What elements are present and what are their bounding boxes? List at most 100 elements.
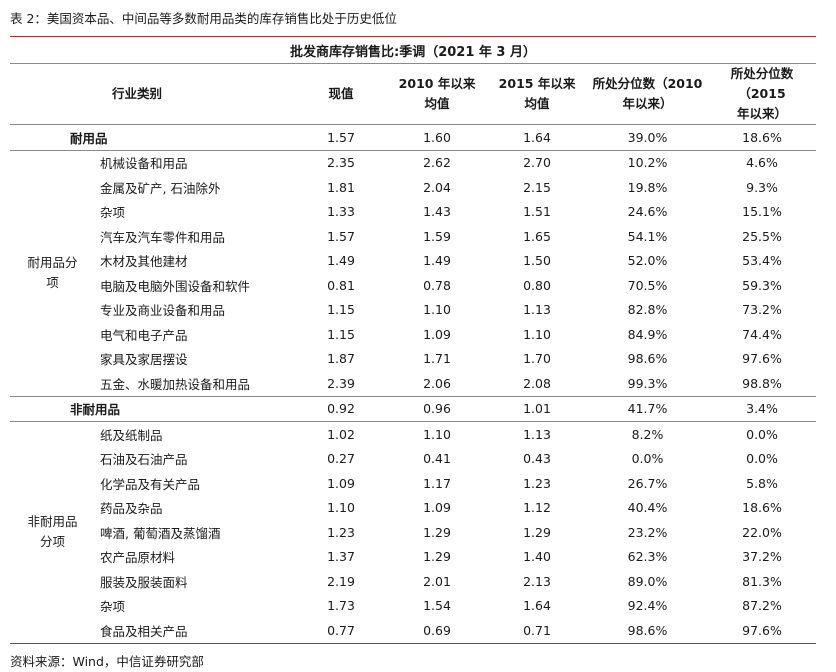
- row-name: 木材及其他建材: [100, 254, 188, 270]
- row-value: 1.54: [423, 598, 451, 614]
- section-value: 18.6%: [708, 124, 817, 150]
- row-value: 0.27: [327, 451, 355, 467]
- row-name: 纸及纸制品: [95, 421, 295, 447]
- table-row: 专业及商业设备和用品 1.15 1.10 1.13 82.8% 73.2%: [10, 298, 816, 323]
- row-value: 89.0%: [627, 573, 668, 589]
- row-value: 0.0%: [631, 451, 664, 467]
- row-value: 1.49: [423, 253, 451, 269]
- row-value: 1.10: [327, 500, 355, 516]
- row-value: 1.23: [327, 524, 355, 540]
- row-value: 1.10: [423, 302, 451, 318]
- table-body: 耐用品 1.57 1.60 1.64 39.0% 18.6% 耐用品分项机械设备和用品 2.3…: [10, 124, 817, 644]
- row-value: 8.2%: [587, 421, 708, 447]
- row-value: 2.06: [423, 375, 451, 391]
- table-row: 电脑及电脑外围设备和软件 0.81 0.78 0.80 70.5% 59.3%: [10, 273, 816, 298]
- row-value: 1.59: [423, 228, 451, 244]
- row-value: 2.08: [523, 375, 551, 391]
- row-value: 26.7%: [627, 475, 668, 491]
- group-label-line1: 非耐用品: [27, 514, 78, 530]
- inventory-sales-ratio-table: 批发商库存销售比:季调（2021 年 3 月） 行业类别 现值 2010 年以来…: [10, 36, 817, 644]
- group-label-line2: 项: [46, 275, 59, 290]
- header-pct-2015-line1: 所处分位数（2015: [730, 66, 794, 101]
- group-label-nondurable: 非耐用品 分项: [10, 421, 95, 644]
- row-value: 1.70: [523, 351, 551, 367]
- row-value: 1.65: [523, 228, 551, 244]
- table-row: 石油及石油产品 0.27 0.41 0.43 0.0% 0.0%: [10, 447, 816, 472]
- row-value: 1.12: [523, 500, 551, 516]
- row-value: 1.13: [523, 302, 551, 318]
- row-name: 机械设备和用品: [95, 149, 295, 175]
- header-current: 现值: [295, 63, 387, 125]
- section-value: 1.57: [295, 124, 387, 150]
- row-value: 5.8%: [746, 475, 778, 491]
- table-row: 服装及服装面料 2.19 2.01 2.13 89.0% 81.3%: [10, 569, 816, 594]
- group-label-line2: 分项: [39, 534, 65, 550]
- row-value: 87.2%: [742, 598, 782, 614]
- row-value: 0.43: [523, 451, 551, 467]
- row-value: 1.43: [423, 204, 451, 220]
- row-value: 2.62: [387, 149, 487, 175]
- section-row-nondurable: 非耐用品 0.92 0.96 1.01 41.7% 3.4%: [10, 395, 817, 422]
- row-name: 食品及相关产品: [95, 618, 295, 644]
- table-row: 杂项 1.33 1.43 1.51 24.6% 15.1%: [10, 200, 816, 225]
- row-value: 1.29: [423, 524, 451, 540]
- row-value: 1.50: [523, 253, 551, 269]
- row-value: 1.81: [327, 179, 355, 195]
- row-value: 1.02: [295, 421, 387, 447]
- row-value: 0.41: [423, 451, 451, 467]
- row-value: 2.70: [487, 149, 587, 175]
- row-name: 五金、水暖加热设备和用品: [100, 376, 251, 392]
- row-name: 药品及杂品: [100, 501, 163, 517]
- row-value: 1.49: [327, 253, 355, 269]
- table-row: 化学品及有关产品 1.09 1.17 1.23 26.7% 5.8%: [10, 471, 816, 496]
- row-name: 专业及商业设备和用品: [100, 303, 226, 319]
- header-pct-2015: 所处分位数（2015 年以来）: [708, 63, 817, 125]
- section-value: 1.64: [487, 124, 587, 150]
- header-category: 行业类别: [10, 63, 295, 125]
- header-avg-2010-line1: 2010 年以来: [398, 76, 476, 91]
- source-note: 资料来源：Wind，中信证券研究部: [10, 654, 204, 669]
- section-value: 1.01: [487, 395, 587, 422]
- row-value: 1.71: [423, 351, 451, 367]
- row-value: 4.6%: [708, 149, 817, 175]
- row-name: 家具及家居摆设: [100, 352, 188, 368]
- row-value: 0.71: [487, 618, 587, 644]
- row-value: 0.77: [295, 618, 387, 644]
- header-pct-2010-line2: 年以来）: [622, 96, 673, 111]
- row-value: 2.15: [523, 179, 551, 195]
- row-value: 1.29: [423, 549, 451, 565]
- section-value: 0.96: [387, 395, 487, 422]
- row-value: 59.3%: [742, 277, 782, 293]
- section-name: 非耐用品: [10, 395, 295, 422]
- header-avg-2010-line2: 均值: [424, 96, 450, 111]
- row-name: 金属及矿产, 石油除外: [100, 180, 221, 196]
- row-value: 84.9%: [627, 326, 668, 342]
- row-value: 70.5%: [627, 277, 668, 293]
- table-row: 五金、水暖加热设备和用品 2.39 2.06 2.08 99.3% 98.8%: [10, 371, 816, 396]
- row-name: 电气和电子产品: [100, 327, 188, 343]
- row-value: 1.23: [523, 475, 551, 491]
- row-value: 18.6%: [742, 500, 782, 516]
- row-value: 0.69: [387, 618, 487, 644]
- row-value: 1.15: [327, 326, 355, 342]
- row-value: 1.57: [327, 228, 355, 244]
- table-row: 杂项 1.73 1.54 1.64 92.4% 87.2%: [10, 594, 816, 619]
- row-name: 杂项: [100, 205, 126, 221]
- row-value: 1.29: [523, 524, 551, 540]
- row-value: 2.04: [423, 179, 451, 195]
- row-value: 1.13: [487, 421, 587, 447]
- row-value: 1.37: [327, 549, 355, 565]
- row-name: 农产品原材料: [100, 550, 176, 566]
- row-value: 1.40: [523, 549, 551, 565]
- row-value: 97.6%: [708, 618, 817, 644]
- table-row: 电气和电子产品 1.15 1.09 1.10 84.9% 74.4%: [10, 322, 816, 347]
- table-row: 食品及相关产品 0.77 0.69 0.71 98.6% 97.6%: [10, 618, 817, 644]
- table-row: 非耐用品 分项 纸及纸制品 1.02 1.10 1.13 8.2% 0.0%: [10, 421, 817, 644]
- header-avg-2010: 2010 年以来 均值: [387, 63, 487, 125]
- row-value: 98.8%: [742, 375, 782, 391]
- row-value: 62.3%: [627, 549, 668, 565]
- row-value: 10.2%: [587, 149, 708, 175]
- section-value: 1.60: [387, 124, 487, 150]
- row-value: 1.10: [387, 421, 487, 447]
- row-value: 1.87: [327, 351, 355, 367]
